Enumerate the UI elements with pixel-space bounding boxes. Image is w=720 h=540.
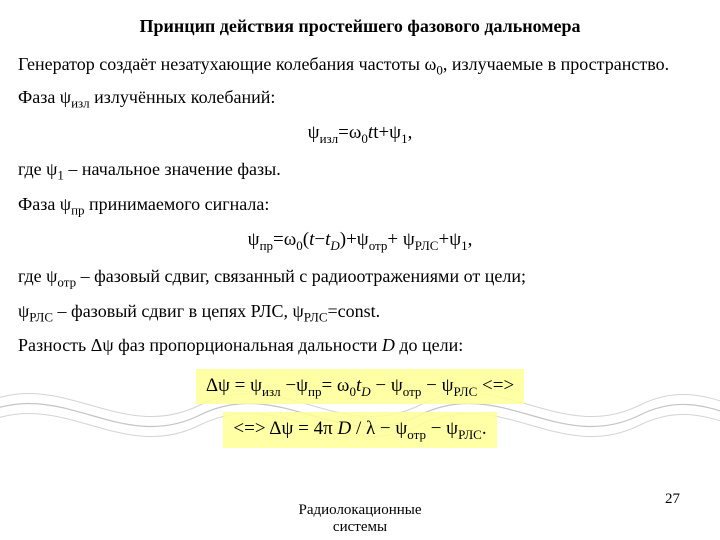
p3-b: принимаемого сигнала: bbox=[85, 194, 270, 214]
highlight-row-1: Δψ = ψизл −ψпр= ω0tD − ψотр − ψРЛС <=> bbox=[18, 369, 702, 404]
equation-2: ψпр=ω0(t−tD)+ψотр+ ψРЛС+ψ1, bbox=[18, 225, 702, 257]
p1-c: излучённых колебаний: bbox=[90, 87, 276, 107]
hl2-a: <=> Δψ = 4π bbox=[233, 418, 337, 439]
p3-a: Фаза ψ bbox=[18, 194, 71, 214]
p1-sub-izl: изл bbox=[71, 95, 90, 110]
paragraph-4: где ψотр – фазовый сдвиг, связанный с ра… bbox=[18, 261, 702, 294]
page-title: Принцип действия простейшего фазового да… bbox=[18, 16, 702, 37]
footer-line-2: системы bbox=[333, 519, 387, 535]
eq1-plus-psi: t+ψ bbox=[373, 122, 401, 143]
hl1-e: − ψ bbox=[371, 375, 403, 396]
eq2-eq-omega: =ω bbox=[273, 229, 296, 250]
footer-line-1: Радиолокационные bbox=[298, 502, 421, 518]
hl1-b: −ψ bbox=[281, 375, 308, 396]
eq2-plus-psi1: +ψ bbox=[438, 229, 461, 250]
hl2-c: − ψ bbox=[426, 418, 458, 439]
hl2-b: / λ − ψ bbox=[351, 418, 407, 439]
highlight-row-2: <=> Δψ = 4π D / λ − ψотр − ψРЛС. bbox=[18, 412, 702, 447]
hl2-d: . bbox=[482, 418, 487, 439]
p5-c: =const. bbox=[328, 301, 381, 321]
eq2-psi: ψ bbox=[248, 229, 260, 250]
hl1-g: <=> bbox=[477, 375, 514, 396]
eq1-comma: , bbox=[408, 122, 413, 143]
paragraph-3: Фаза ψпр принимаемого сигнала: bbox=[18, 189, 702, 222]
paragraph-2: где ψ1 – начальное значение фазы. bbox=[18, 154, 702, 187]
p4-a: где ψ bbox=[18, 266, 57, 286]
hl2-sub-rls: РЛС bbox=[458, 427, 482, 442]
hl1-sub-rls: РЛС bbox=[454, 384, 478, 399]
eq1-sub-izl: изл bbox=[320, 131, 339, 146]
p5-sub-rls-1: РЛС bbox=[29, 309, 53, 324]
equation-1: ψизл=ω0tt+ψ1, bbox=[18, 118, 702, 150]
p1-a: Генератор создаёт незатухающие колебания… bbox=[18, 54, 436, 74]
hl1-sub-izl: изл bbox=[262, 384, 281, 399]
eq2-comma: , bbox=[468, 229, 473, 250]
p2-b: – начальное значение фазы. bbox=[64, 159, 281, 179]
hl1-c: = ω bbox=[321, 375, 349, 396]
hl1-sub-pr: пр bbox=[308, 384, 321, 399]
p6-b: до цели: bbox=[395, 335, 463, 355]
eq2-sub-pr: пр bbox=[260, 238, 273, 253]
eq2-sub-otr: отр bbox=[369, 238, 388, 253]
paragraph-6: Разность Δψ фаз пропорциональная дальнос… bbox=[18, 330, 702, 361]
eq2-minus: − bbox=[314, 229, 325, 250]
hl1-sub-otr: отр bbox=[403, 384, 422, 399]
eq2-sub-rls: РЛС bbox=[415, 238, 439, 253]
paragraph-1: Генератор создаёт незатухающие колебания… bbox=[18, 49, 702, 114]
hl1-a: Δψ = ψ bbox=[206, 375, 262, 396]
p5-b: – фазовый сдвиг в цепях РЛС, ψ bbox=[53, 301, 304, 321]
eq1-psi: ψ bbox=[308, 122, 320, 143]
highlight-eq-1: Δψ = ψизл −ψпр= ω0tD − ψотр − ψРЛС <=> bbox=[196, 369, 524, 404]
p6-a: Разность Δψ фаз пропорциональная дальнос… bbox=[18, 335, 382, 355]
eq1-eq-omega: =ω bbox=[338, 122, 361, 143]
eq2-close-psi: )+ψ bbox=[340, 229, 369, 250]
p5-a: ψ bbox=[18, 301, 29, 321]
p5-sub-rls-2: РЛС bbox=[304, 309, 328, 324]
p4-b: – фазовый сдвиг, связанный с радиоотраже… bbox=[76, 266, 526, 286]
page-number: 27 bbox=[665, 491, 680, 508]
highlight-eq-2: <=> Δψ = 4π D / λ − ψотр − ψРЛС. bbox=[223, 412, 496, 447]
hl1-f: − ψ bbox=[421, 375, 453, 396]
p2-a: где ψ bbox=[18, 159, 57, 179]
p3-sub-pr: пр bbox=[71, 202, 84, 217]
hl2-D: D bbox=[337, 418, 351, 439]
eq2-plus-psi-rls: + ψ bbox=[387, 229, 414, 250]
p4-sub-otr: отр bbox=[57, 275, 76, 290]
eq2-tD-D: D bbox=[330, 238, 339, 253]
footer-text: Радиолокационные системы bbox=[0, 502, 720, 537]
paragraph-5: ψРЛС – фазовый сдвиг в цепях РЛС, ψРЛС=c… bbox=[18, 296, 702, 329]
p6-D: D bbox=[382, 335, 395, 355]
hl2-sub-otr: отр bbox=[407, 427, 426, 442]
hl1-tD-D: D bbox=[361, 384, 370, 399]
